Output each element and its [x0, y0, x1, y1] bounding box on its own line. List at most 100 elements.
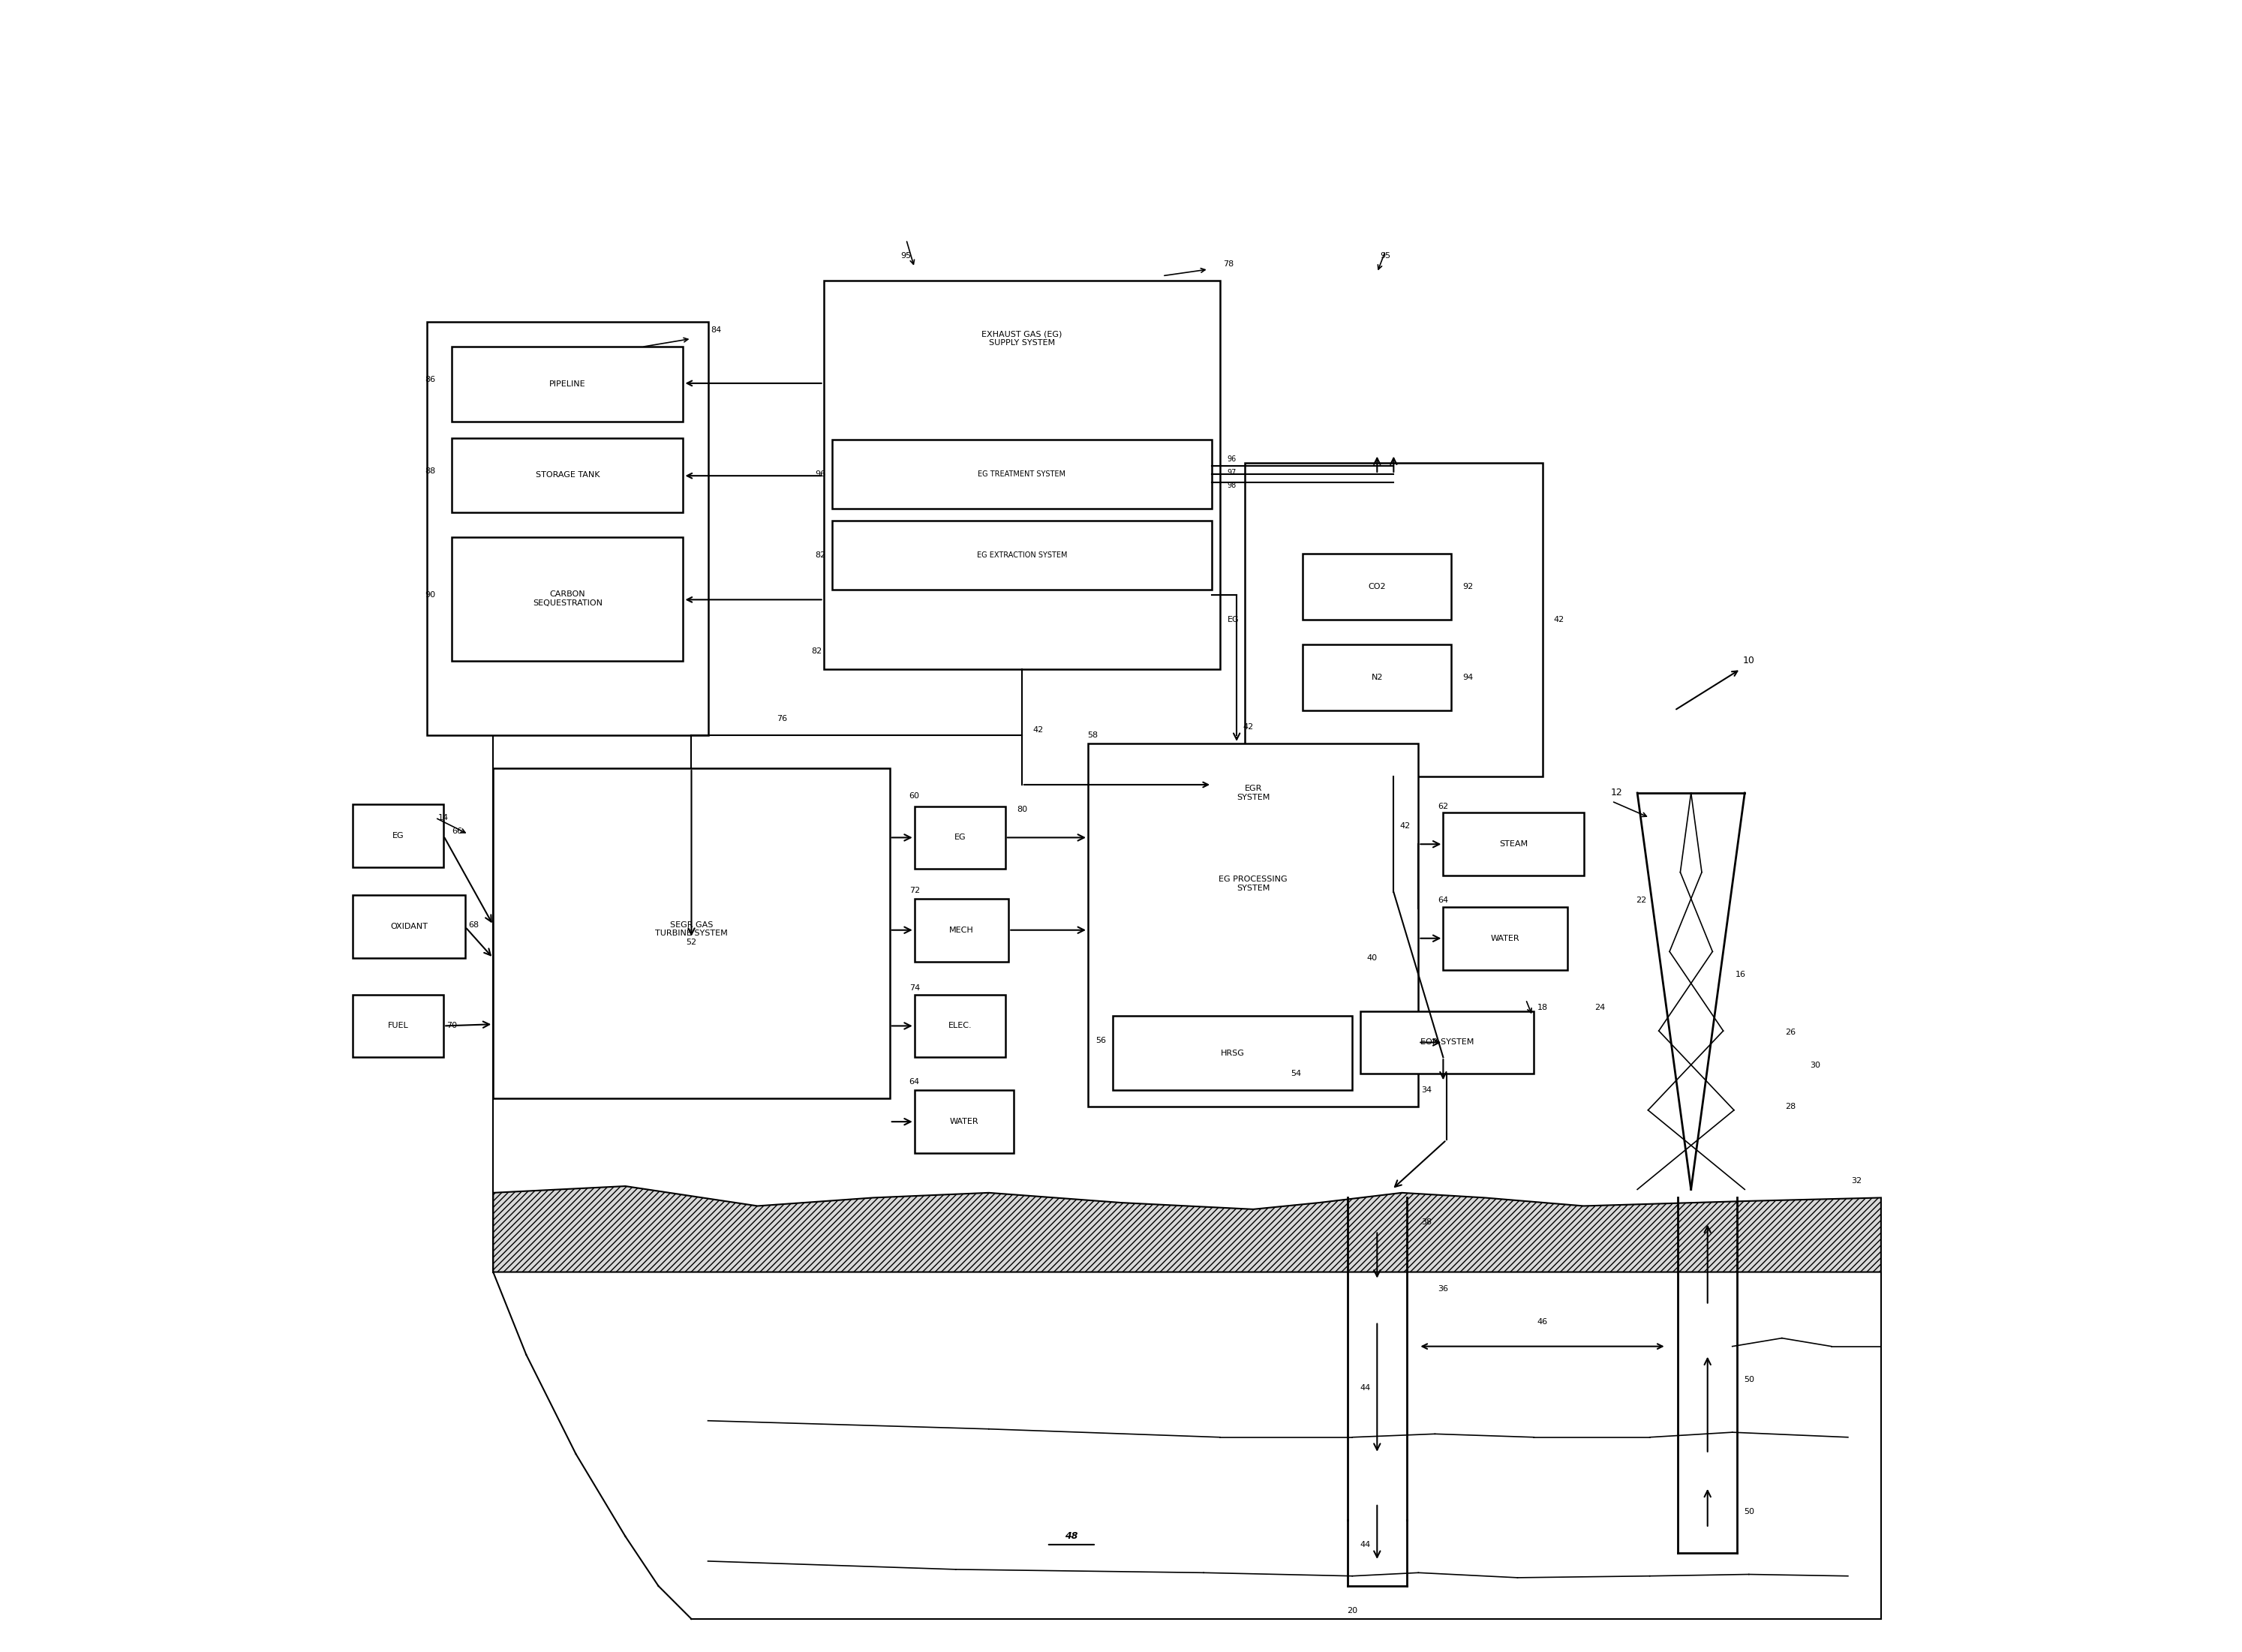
Text: 96: 96: [816, 471, 825, 477]
Text: 60: 60: [910, 793, 919, 800]
Text: 22: 22: [1637, 897, 1648, 904]
Text: 40: 40: [1368, 955, 1377, 961]
Text: 42: 42: [1554, 616, 1565, 623]
Text: 86: 86: [426, 377, 435, 383]
Text: 88: 88: [426, 468, 435, 474]
Text: 10: 10: [1742, 656, 1755, 666]
Bar: [1444, 813, 1583, 876]
Text: 94: 94: [1462, 674, 1473, 681]
Text: 42: 42: [1034, 727, 1045, 733]
Text: 92: 92: [1462, 583, 1473, 590]
Bar: [426, 322, 708, 735]
Text: 54: 54: [1291, 1070, 1300, 1077]
Bar: [915, 806, 1004, 869]
Text: 95: 95: [1381, 253, 1390, 259]
Text: 44: 44: [1361, 1384, 1370, 1391]
Text: 70: 70: [446, 1023, 457, 1029]
Bar: [352, 995, 444, 1057]
Bar: [453, 347, 684, 421]
Text: 97: 97: [1226, 469, 1235, 476]
Text: N2: N2: [1372, 674, 1383, 681]
Text: 74: 74: [908, 985, 919, 991]
Bar: [915, 899, 1009, 961]
Text: 26: 26: [1785, 1029, 1796, 1036]
Bar: [1303, 644, 1451, 710]
Text: HRSG: HRSG: [1220, 1049, 1244, 1057]
Text: 24: 24: [1594, 1004, 1605, 1011]
Text: 42: 42: [1242, 724, 1253, 730]
Text: 66: 66: [451, 828, 462, 834]
Text: 38: 38: [1421, 1219, 1433, 1226]
Bar: [453, 537, 684, 661]
Bar: [493, 768, 890, 1099]
Text: 50: 50: [1744, 1376, 1753, 1383]
Bar: [352, 895, 464, 958]
Bar: [823, 281, 1220, 669]
Text: 82: 82: [812, 648, 823, 654]
Text: EXHAUST GAS (EG)
SUPPLY SYSTEM: EXHAUST GAS (EG) SUPPLY SYSTEM: [982, 330, 1063, 347]
Text: 36: 36: [1437, 1285, 1448, 1292]
Text: 64: 64: [1437, 897, 1448, 904]
Text: EGR
SYSTEM: EGR SYSTEM: [1238, 785, 1269, 801]
Text: WATER: WATER: [1491, 935, 1520, 942]
Text: MECH: MECH: [948, 927, 973, 933]
Text: EG: EG: [955, 834, 966, 841]
Text: PIPELINE: PIPELINE: [549, 380, 585, 388]
Text: 68: 68: [469, 922, 478, 928]
Text: 12: 12: [1610, 788, 1623, 798]
Text: STORAGE TANK: STORAGE TANK: [536, 471, 599, 479]
Text: 95: 95: [901, 253, 912, 259]
Text: CO2: CO2: [1368, 583, 1386, 590]
Text: 72: 72: [908, 887, 919, 894]
Text: 58: 58: [1087, 732, 1099, 738]
Bar: [832, 520, 1213, 590]
Text: EG EXTRACTION SYSTEM: EG EXTRACTION SYSTEM: [978, 552, 1067, 558]
Bar: [1361, 1011, 1534, 1074]
Text: EG PROCESSING
SYSTEM: EG PROCESSING SYSTEM: [1220, 876, 1287, 892]
Bar: [1087, 743, 1419, 1107]
Text: 32: 32: [1852, 1178, 1861, 1184]
Bar: [915, 995, 1004, 1057]
Text: 50: 50: [1744, 1508, 1753, 1515]
Text: 20: 20: [1347, 1607, 1359, 1614]
Bar: [453, 438, 684, 512]
Text: 18: 18: [1538, 1004, 1547, 1011]
Bar: [915, 1090, 1013, 1153]
Bar: [352, 805, 444, 867]
Bar: [1112, 1016, 1352, 1090]
Text: 42: 42: [1399, 823, 1410, 829]
Text: 46: 46: [1538, 1318, 1547, 1325]
Text: 76: 76: [778, 715, 787, 722]
Bar: [832, 439, 1213, 509]
Bar: [1444, 907, 1567, 970]
Text: 96: 96: [1226, 456, 1235, 463]
Text: EG: EG: [392, 833, 404, 839]
Text: 14: 14: [437, 814, 448, 821]
Polygon shape: [493, 1186, 1881, 1272]
Text: 28: 28: [1785, 1104, 1796, 1110]
Text: WATER: WATER: [951, 1118, 978, 1125]
Text: 98: 98: [1226, 482, 1235, 489]
Text: 44: 44: [1361, 1541, 1370, 1548]
Text: 64: 64: [910, 1079, 919, 1085]
Text: EG TREATMENT SYSTEM: EG TREATMENT SYSTEM: [978, 471, 1065, 477]
Text: 84: 84: [711, 327, 722, 334]
Text: FUEL: FUEL: [388, 1023, 408, 1029]
Text: 90: 90: [426, 591, 435, 598]
Bar: [1303, 553, 1451, 620]
Text: SEGR GAS
TURBINE SYSTEM
52: SEGR GAS TURBINE SYSTEM 52: [655, 920, 729, 947]
Text: OXIDANT: OXIDANT: [390, 923, 428, 930]
Text: 80: 80: [1016, 806, 1027, 813]
Text: ELEC.: ELEC.: [948, 1023, 971, 1029]
Text: CARBON
SEQUESTRATION: CARBON SEQUESTRATION: [534, 591, 603, 606]
Text: 16: 16: [1735, 971, 1747, 978]
Text: 48: 48: [1065, 1531, 1078, 1541]
Bar: [1244, 463, 1542, 776]
Text: STEAM: STEAM: [1500, 841, 1527, 847]
Text: 30: 30: [1809, 1062, 1821, 1069]
Text: 56: 56: [1096, 1037, 1105, 1044]
Text: 34: 34: [1421, 1087, 1433, 1094]
Text: 62: 62: [1437, 803, 1448, 809]
Text: EG: EG: [1226, 616, 1240, 623]
Text: EOR SYSTEM: EOR SYSTEM: [1421, 1039, 1473, 1046]
